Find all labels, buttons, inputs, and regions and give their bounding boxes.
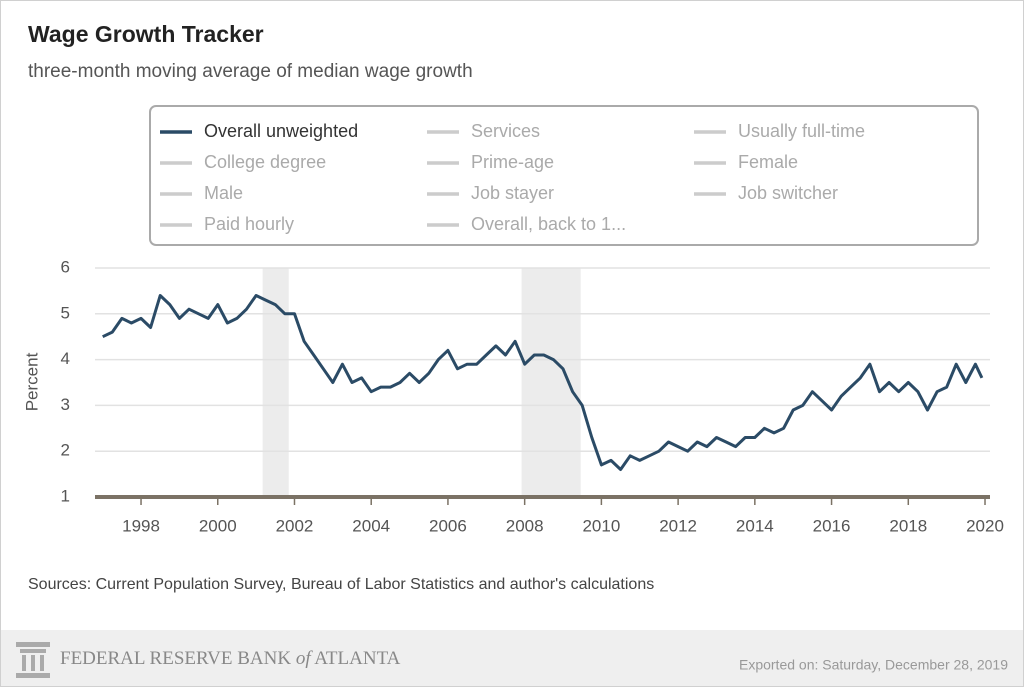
legend-label: Male [204,183,243,203]
x-tick-label: 2020 [966,516,1004,535]
x-tick-label: 2010 [582,516,620,535]
legend-label: Job switcher [738,183,838,203]
y-axis-label: Percent [22,352,41,411]
y-tick-label: 1 [61,486,70,505]
legend-label: Female [738,152,798,172]
recession-band [262,268,289,497]
x-tick-label: 2008 [506,516,544,535]
x-tick-label: 2014 [736,516,774,535]
recession-band [521,268,581,497]
export-note: Exported on: Saturday, December 28, 2019 [739,657,1008,673]
y-tick-label: 3 [61,395,70,414]
y-tick-label: 6 [61,257,70,276]
legend-label: College degree [204,152,326,172]
x-tick-label: 2012 [659,516,697,535]
brand: FEDERAL RESERVE BANK of ATLANTA [60,648,401,669]
x-tick-label: 2004 [352,516,390,535]
legend-label: Overall unweighted [204,121,358,141]
logo-icon [16,642,50,678]
legend-label: Usually full-time [738,121,865,141]
legend-label: Paid hourly [204,214,294,234]
chart-title: Wage Growth Tracker [28,21,264,47]
brand-part: of [296,648,314,669]
y-tick-label: 2 [61,441,70,460]
legend-box [149,105,979,246]
x-tick-label: 1998 [122,516,160,535]
legend-label: Overall, back to 1... [471,214,626,234]
chart-subtitle: three-month moving average of median wag… [28,61,473,82]
legend-label: Services [471,121,540,141]
x-tick-label: 2002 [276,516,314,535]
footer-band [1,630,1023,686]
x-tick-label: 2016 [813,516,851,535]
x-tick-label: 2000 [199,516,237,535]
legend-label: Job stayer [471,183,554,203]
y-tick-label: 4 [61,349,70,368]
y-tick-label: 5 [61,303,70,322]
x-tick-label: 2018 [889,516,927,535]
data-line [102,294,984,471]
brand-part: ATLANTA [311,648,401,669]
legend-label: Prime-age [471,152,554,172]
brand-part: FEDERAL RESERVE BANK [60,648,296,669]
source-note: Sources: Current Population Survey, Bure… [28,576,654,593]
x-tick-label: 2006 [429,516,467,535]
